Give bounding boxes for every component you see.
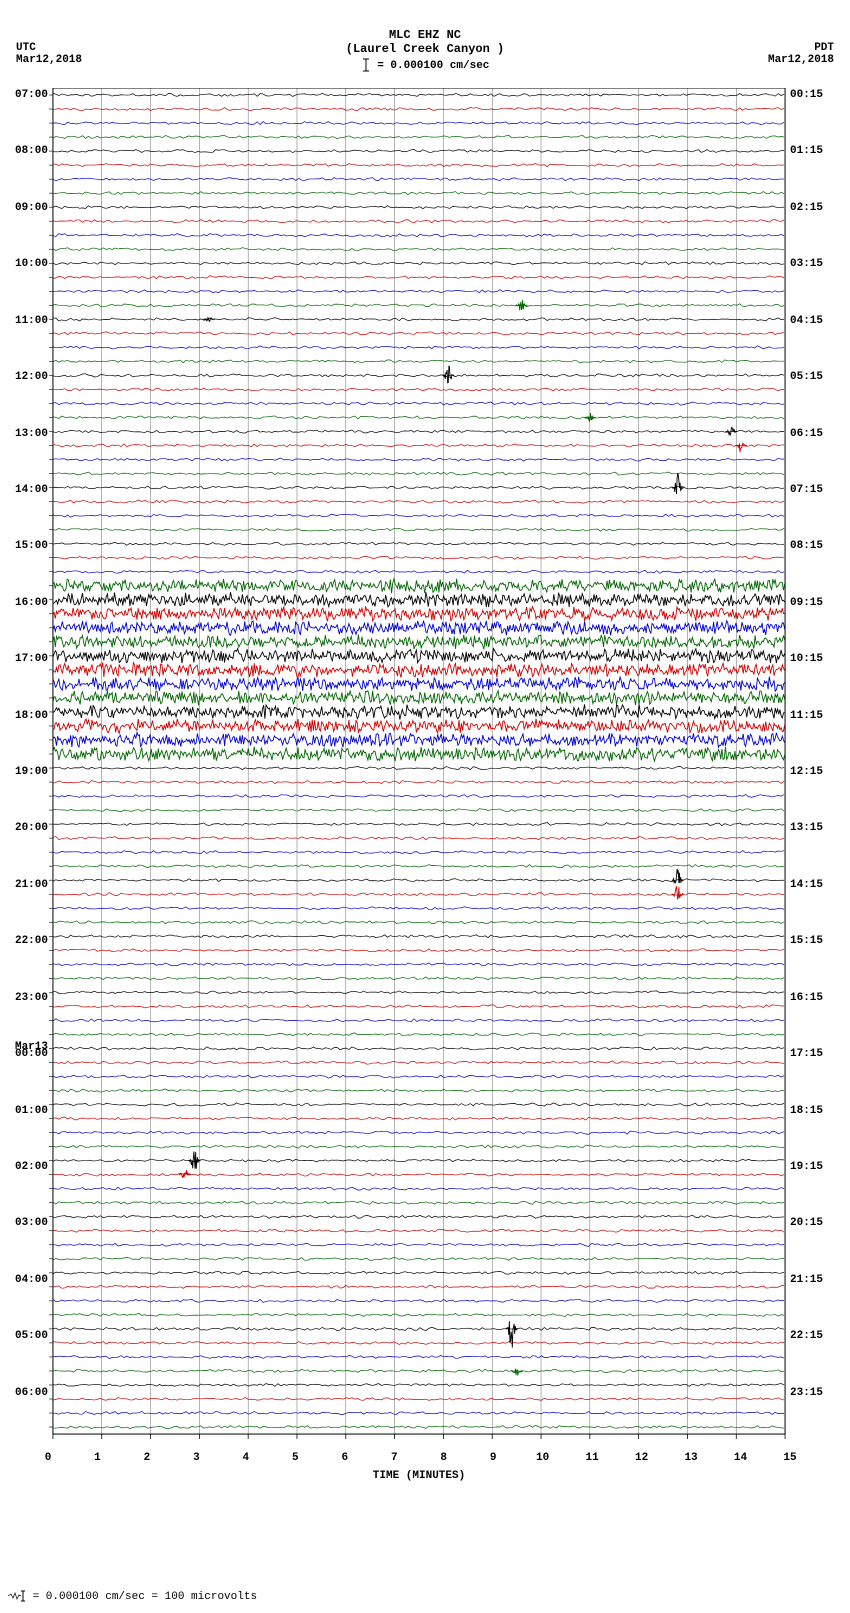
right-time-labels: 00:15 01:15 02:15 03:15 04:15 05:15 06:15 07:15… <box>790 88 836 1442</box>
header: MLC EHZ NC (Laurel Creek Canyon ) = 0.00… <box>0 0 850 72</box>
time-label: 18:15 <box>790 1105 823 1117</box>
time-label: 14:00 <box>15 484 48 496</box>
time-label: 20:15 <box>790 1217 823 1229</box>
x-tick: 2 <box>144 1452 151 1464</box>
time-label: 01:00 <box>15 1105 48 1117</box>
scale-line: = 0.000100 cm/sec <box>0 58 850 72</box>
time-label: 09:15 <box>790 597 823 609</box>
time-label: 01:15 <box>790 145 823 157</box>
time-label: 15:15 <box>790 935 823 947</box>
time-label: 04:00 <box>15 1274 48 1286</box>
date-right: Mar12,2018 <box>768 54 834 66</box>
seismogram-svg <box>48 88 790 1442</box>
time-label: 04:15 <box>790 315 823 327</box>
x-axis-title: TIME (MINUTES) <box>373 1470 465 1482</box>
date-left: Mar12,2018 <box>16 54 82 66</box>
x-tick: 1 <box>94 1452 101 1464</box>
time-label: 12:00 <box>15 371 48 383</box>
station-line: MLC EHZ NC <box>0 28 850 42</box>
time-label: 21:00 <box>15 879 48 891</box>
time-label: 09:00 <box>15 202 48 214</box>
time-label: 19:00 <box>15 766 48 778</box>
time-label: 17:15 <box>790 1048 823 1060</box>
time-label: 08:00 <box>15 145 48 157</box>
x-tick: 11 <box>586 1452 599 1464</box>
time-label: 10:00 <box>15 258 48 270</box>
time-label: 16:00 <box>15 597 48 609</box>
plot-area <box>48 88 790 1442</box>
scale-label: = 0.000100 cm/sec <box>377 60 489 72</box>
time-label: 02:15 <box>790 202 823 214</box>
x-tick: 0 <box>45 1452 52 1464</box>
time-label: 06:15 <box>790 428 823 440</box>
time-label: 23:15 <box>790 1387 823 1399</box>
top-left-tz: UTC Mar12,2018 <box>16 42 82 66</box>
time-label: 08:15 <box>790 540 823 552</box>
time-label: 05:15 <box>790 371 823 383</box>
time-label: 11:00 <box>15 315 48 327</box>
footer: = 0.000100 cm/sec = 100 microvolts <box>8 1590 257 1603</box>
time-label: 14:15 <box>790 879 823 891</box>
time-label: 11:15 <box>790 710 823 722</box>
x-tick: 14 <box>734 1452 747 1464</box>
time-label: 18:00 <box>15 710 48 722</box>
seismogram-page: MLC EHZ NC (Laurel Creek Canyon ) = 0.00… <box>0 0 850 1613</box>
footer-text: = 0.000100 cm/sec = 100 microvolts <box>33 1591 257 1603</box>
time-label: 06:00 <box>15 1387 48 1399</box>
left-time-labels: 07:00 08:00 09:00 10:00 11:00 12:00 13:00 14:00… <box>8 88 48 1442</box>
x-tick: 6 <box>341 1452 348 1464</box>
time-label: 12:15 <box>790 766 823 778</box>
x-tick: 9 <box>490 1452 497 1464</box>
time-label: 00:15 <box>790 89 823 101</box>
x-tick: 15 <box>783 1452 796 1464</box>
x-tick: 12 <box>635 1452 648 1464</box>
time-label: 17:00 <box>15 653 48 665</box>
location-line: (Laurel Creek Canyon ) <box>0 42 850 56</box>
top-right-tz: PDT Mar12,2018 <box>768 42 834 66</box>
x-tick: 3 <box>193 1452 200 1464</box>
time-label: 03:15 <box>790 258 823 270</box>
x-tick: 4 <box>243 1452 250 1464</box>
footer-scale-icon <box>8 1590 26 1602</box>
time-label: 22:15 <box>790 1330 823 1342</box>
time-label: 13:15 <box>790 822 823 834</box>
time-label: 15:00 <box>15 540 48 552</box>
time-label: 22:00 <box>15 935 48 947</box>
scale-bar-icon <box>361 58 371 72</box>
time-label: 13:00 <box>15 428 48 440</box>
time-label: 03:00 <box>15 1217 48 1229</box>
tz-right: PDT <box>768 42 834 54</box>
time-label: 19:15 <box>790 1161 823 1173</box>
time-label: 07:15 <box>790 484 823 496</box>
time-label: 05:00 <box>15 1330 48 1342</box>
x-tick: 7 <box>391 1452 398 1464</box>
time-label: 07:00 <box>15 89 48 101</box>
time-label: 00:00 <box>15 1048 48 1060</box>
time-label: 21:15 <box>790 1274 823 1286</box>
x-tick: 13 <box>684 1452 697 1464</box>
time-label: 10:15 <box>790 653 823 665</box>
x-tick: 8 <box>440 1452 447 1464</box>
x-tick: 10 <box>536 1452 549 1464</box>
time-label: 23:00 <box>15 992 48 1004</box>
time-label: 02:00 <box>15 1161 48 1173</box>
time-label: 16:15 <box>790 992 823 1004</box>
x-axis: 0123456789101112131415 TIME (MINUTES) <box>48 1442 790 1492</box>
time-label: 20:00 <box>15 822 48 834</box>
tz-left: UTC <box>16 42 82 54</box>
x-tick: 5 <box>292 1452 299 1464</box>
